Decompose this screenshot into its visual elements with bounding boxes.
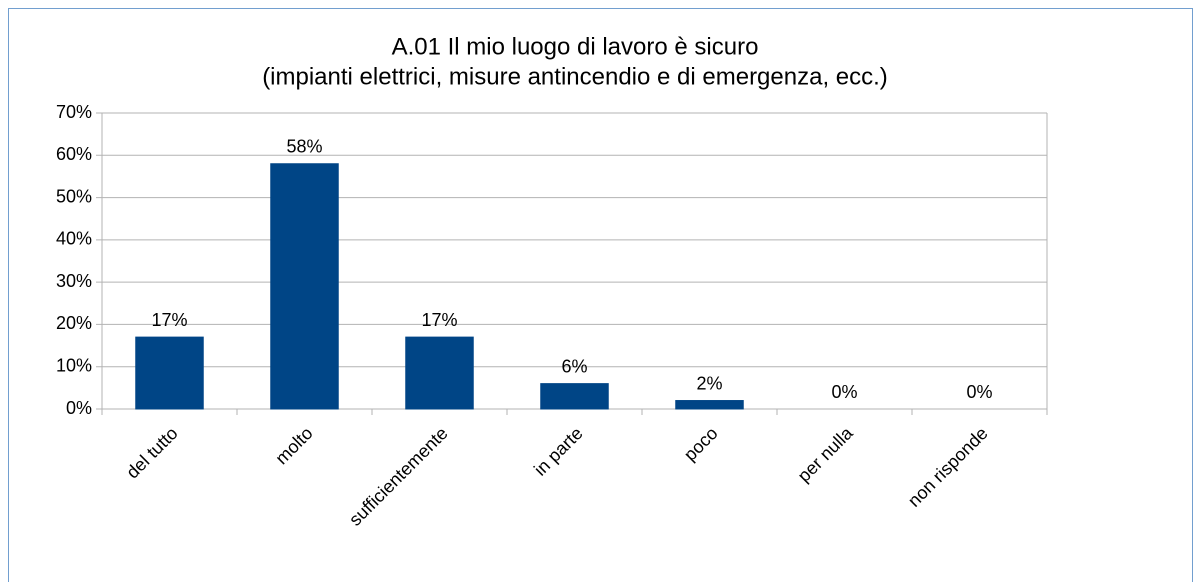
bar [135, 336, 204, 410]
data-label: 2% [696, 373, 722, 393]
data-label: 6% [561, 356, 587, 376]
y-tick-label: 60% [56, 144, 92, 164]
data-label: 17% [151, 310, 187, 330]
chart-title: A.01 Il mio luogo di lavoro è sicuro [392, 33, 759, 60]
bar [405, 336, 474, 410]
bar [270, 163, 339, 410]
data-label: 0% [831, 382, 857, 402]
y-tick-label: 0% [66, 398, 92, 418]
chart-subtitle: (impianti elettrici, misure antincendio … [262, 63, 888, 90]
data-label: 0% [966, 382, 992, 402]
bar [675, 400, 744, 410]
data-label: 17% [421, 310, 457, 330]
y-tick-label: 40% [56, 229, 92, 249]
chart-frame [8, 8, 1193, 582]
y-tick-label: 10% [56, 355, 92, 375]
y-tick-label: 50% [56, 186, 92, 206]
y-tick-label: 30% [56, 271, 92, 291]
data-label: 58% [286, 136, 322, 156]
y-tick-label: 20% [56, 313, 92, 333]
bar [540, 383, 609, 410]
y-tick-label: 70% [56, 102, 92, 122]
